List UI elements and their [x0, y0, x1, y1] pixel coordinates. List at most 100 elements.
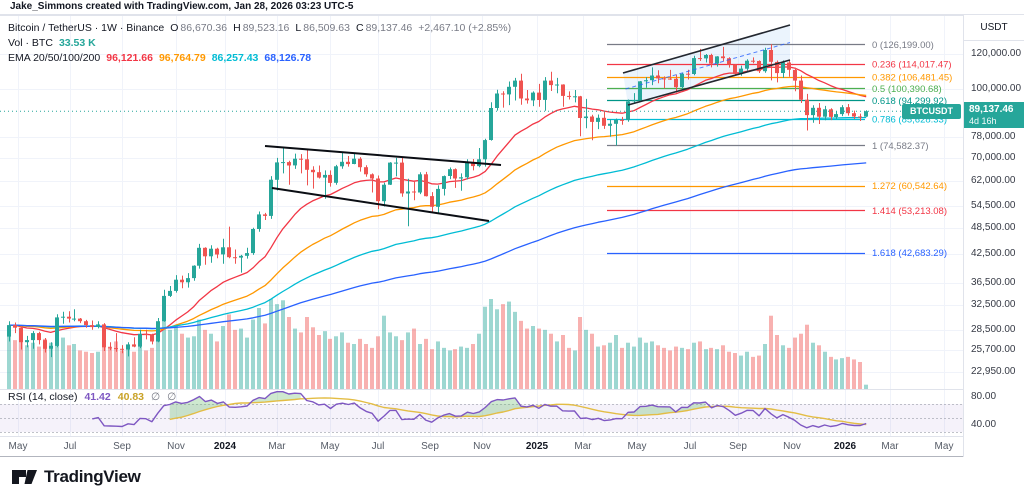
price-scale-currency[interactable]: USDT: [964, 15, 1024, 41]
candle-body: [334, 166, 338, 183]
price-scale-label: 48,500.00: [971, 222, 1016, 234]
volume-bar: [334, 336, 338, 389]
ema20-value: 96,121.66: [106, 52, 153, 64]
candle-body: [394, 162, 398, 164]
volume-bar: [727, 351, 731, 389]
volume-bar: [686, 349, 690, 389]
volume-bar: [233, 329, 237, 389]
price-scale-label: 120,000.00: [971, 48, 1022, 59]
candle-body: [561, 84, 565, 96]
ema100-value: 86,257.43: [211, 52, 259, 64]
volume-bar: [156, 338, 160, 389]
candle-body: [138, 333, 142, 347]
volume-bar: [84, 351, 88, 389]
volume-bar: [144, 350, 148, 389]
volume-bar: [459, 346, 463, 389]
candle-body: [31, 333, 35, 341]
volume-bar: [704, 349, 708, 389]
candle-body: [549, 80, 553, 86]
candle-body: [864, 111, 868, 117]
volume-bar: [799, 333, 803, 389]
candle-body: [614, 119, 618, 124]
rsi-scale-label: 80.00: [971, 391, 997, 402]
volume-bar: [215, 341, 219, 389]
legend-ema-row[interactable]: EMA 20/50/100/200 96,121.66 96,764.79 86…: [8, 51, 511, 65]
footer-bar: TradingView: [0, 458, 1024, 499]
candle-body: [257, 214, 261, 229]
ema-50-line: [8, 85, 867, 332]
candle-body: [406, 191, 410, 194]
candle-body: [840, 107, 844, 115]
fib-level-label: 1 (74,582.37): [872, 141, 929, 152]
volume-value: 33.53 K: [58, 37, 96, 49]
tradingview-logo-link[interactable]: TradingView: [12, 467, 141, 487]
chart-canvas[interactable]: 0 (126,199.00) 0.236 (114,017.47) 0.382 (1…: [0, 0, 963, 457]
candle-body: [19, 327, 23, 343]
candle-body: [25, 340, 29, 343]
volume-bar: [864, 384, 868, 389]
low-label: L: [295, 22, 302, 34]
candle-body: [299, 158, 303, 160]
volume-bar: [453, 349, 457, 389]
fib-level-label: 0.5 (100,390.68): [872, 84, 942, 95]
candle-body: [144, 333, 148, 335]
rsi-fill: [628, 402, 706, 416]
volume-bar: [192, 336, 196, 389]
bar-countdown: 4d 16h: [969, 116, 997, 127]
tradingview-logo-icon: [12, 470, 37, 484]
volume-bar: [126, 347, 130, 389]
candle-body: [287, 162, 291, 166]
candle-body: [584, 116, 588, 119]
time-axis-label: Sep: [421, 441, 439, 452]
volume-bar: [775, 335, 779, 389]
price-scale-label: 54,500.00: [971, 199, 1016, 211]
candle-body: [340, 161, 344, 167]
candle-body: [775, 61, 779, 74]
candle-body: [186, 278, 190, 283]
candle-body: [846, 107, 850, 114]
time-axis-label: Mar: [574, 441, 592, 452]
volume-bar: [584, 329, 588, 389]
volume-bar: [680, 347, 684, 389]
candle-body: [102, 324, 106, 348]
ema-100-line: [9, 116, 867, 330]
volume-bar: [787, 347, 791, 389]
attribution-text: Jake_Simmons created with TradingView.co…: [10, 1, 354, 12]
candle-body: [525, 98, 529, 101]
low-value: 86,509.63: [303, 22, 350, 34]
time-axis-label: Nov: [783, 441, 801, 452]
volume-bar: [525, 328, 529, 389]
candle-body: [453, 169, 457, 179]
volume-bar: [180, 333, 184, 389]
volume-bar: [638, 337, 642, 389]
time-axis-label: May: [627, 441, 647, 452]
volume-bar: [102, 328, 106, 389]
legend-volume-row[interactable]: Vol · BTC 33.53 K: [8, 36, 511, 50]
fib-level-label: 0.618 (94,299.92): [872, 96, 947, 107]
volume-bar: [275, 304, 279, 389]
candle-body: [489, 108, 493, 140]
volume-bar: [733, 353, 737, 389]
channel-lower-line: [627, 59, 791, 106]
candle-body: [573, 96, 577, 98]
rsi-line: [92, 391, 867, 429]
candle-body: [834, 114, 838, 117]
volume-bar: [614, 335, 618, 389]
candle-body: [608, 123, 612, 126]
time-axis[interactable]: May Jul Sep Nov 2024 Mar May Jul Sep Nov 2025 Mar Ma…: [0, 436, 963, 457]
candle-body: [507, 86, 511, 95]
time-axis-label: Jul: [63, 441, 77, 452]
volume-bar: [186, 337, 190, 389]
volume-bar: [805, 324, 809, 389]
legend-symbol-row[interactable]: Bitcoin / TetherUS · 1W · Binance O 86,6…: [8, 21, 511, 35]
candle-body: [519, 80, 523, 99]
volume-bar: [209, 333, 213, 389]
price-scale[interactable]: USDT 89,137.46 4d 16h 120,000.00 100,000.…: [963, 15, 1024, 457]
volume-bar: [388, 332, 392, 389]
rsi-legend-row[interactable]: RSI (14, close) 41.42 40.83 ∅ ∅: [8, 391, 176, 403]
volume-bar: [67, 345, 71, 389]
volume-bar: [674, 346, 678, 389]
high-value: 89,523.16: [242, 22, 290, 34]
candle-body: [495, 93, 499, 108]
volume-bar: [19, 333, 23, 389]
